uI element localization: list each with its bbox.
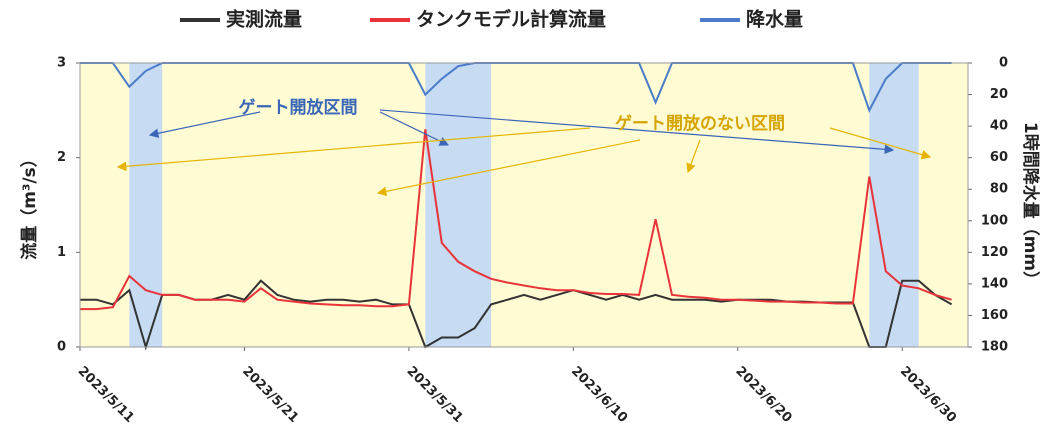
- x-tick-label: 2023/5/11: [75, 364, 137, 426]
- x-tick-label: 2023/6/20: [732, 364, 794, 426]
- y2-tick-label: 160: [981, 308, 1008, 323]
- y2-axis-label: 1時間降水量（mm）: [1020, 122, 1041, 288]
- x-tick-label: 2023/6/10: [568, 364, 630, 426]
- y2-tick-label: 80: [990, 182, 1008, 197]
- y2-tick-label: 180: [981, 340, 1008, 355]
- annotation: ゲート開放のない区間: [615, 113, 785, 134]
- y2-tick-label: 20: [990, 87, 1008, 102]
- y2-tick-label: 100: [981, 213, 1008, 228]
- legend-label: 降水量: [746, 8, 803, 31]
- y-axis-label: 流量（m³/s）: [19, 150, 40, 260]
- chart: ゲート開放区間 ゲート開放のない区間 流量（m³/s） 1時間降水量（mm） 実…: [0, 0, 1051, 432]
- y2-tick-label: 140: [981, 276, 1008, 291]
- gate-open-band: [425, 63, 491, 347]
- annotation: ゲート開放区間: [239, 97, 358, 118]
- y-tick-label: 1: [57, 245, 66, 260]
- legend-label: タンクモデル計算流量: [416, 8, 606, 31]
- y-tick-label: 3: [57, 56, 66, 71]
- y2-tick-label: 0: [999, 56, 1008, 71]
- legend-label: 実測流量: [226, 8, 302, 31]
- y2-tick-label: 60: [990, 150, 1008, 165]
- x-tick-label: 2023/6/30: [897, 364, 959, 426]
- y2-tick-label: 120: [981, 245, 1008, 260]
- y2-tick-label: 40: [990, 119, 1008, 134]
- y-tick-label: 0: [57, 340, 66, 355]
- gate-open-band: [869, 63, 918, 347]
- x-tick-label: 2023/5/21: [239, 364, 301, 426]
- x-tick-label: 2023/5/31: [404, 364, 466, 426]
- y-tick-label: 2: [57, 150, 66, 165]
